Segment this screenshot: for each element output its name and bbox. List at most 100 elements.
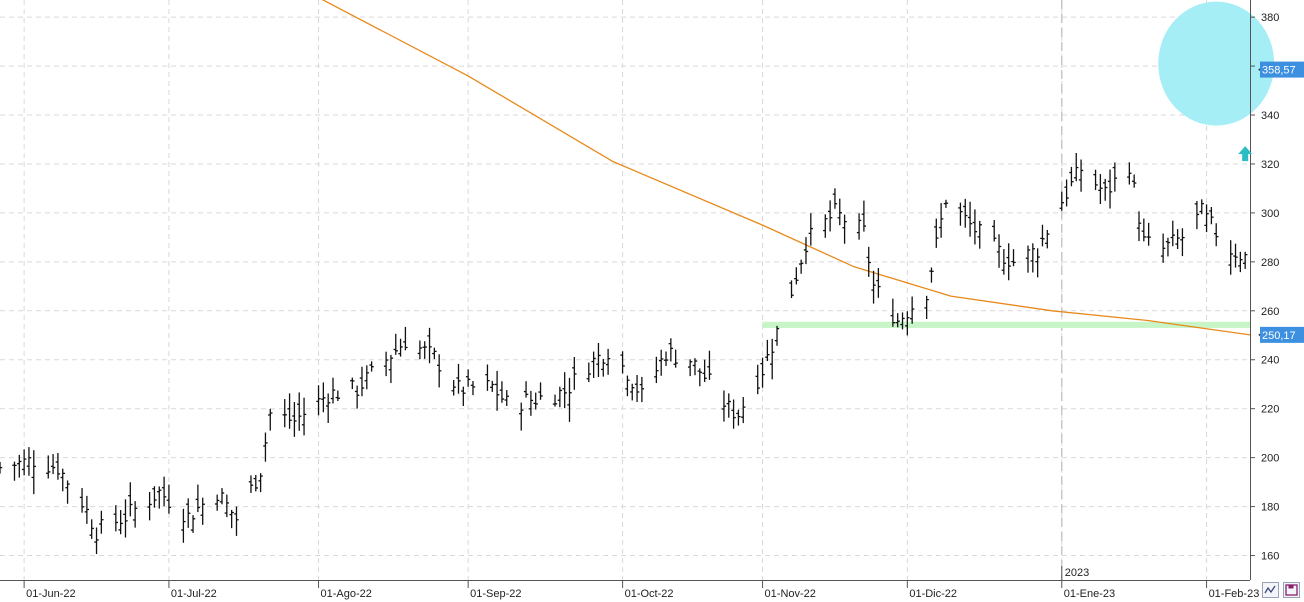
price-bar: [934, 218, 939, 248]
price-bar: [1035, 248, 1040, 278]
price-bar: [958, 202, 963, 226]
price-bar: [147, 491, 152, 521]
price-bar: [866, 246, 871, 277]
marker-layer: [1238, 146, 1253, 162]
price-bar: [113, 505, 119, 532]
price-bar: [325, 393, 331, 423]
price-bar: [1069, 166, 1074, 187]
x-tick-label: 01-Sep-22: [470, 588, 521, 600]
price-bar: [1170, 220, 1175, 247]
price-bar: [1127, 162, 1132, 185]
price-bar: [707, 350, 712, 380]
price-bar: [1030, 243, 1036, 273]
price-bar: [1001, 249, 1007, 275]
price-bar: [161, 476, 167, 507]
price-bar: [731, 399, 736, 429]
price-bar: [253, 474, 258, 492]
price-bar: [55, 453, 61, 480]
price-bar: [1136, 211, 1142, 242]
price-tag-box: [1260, 61, 1304, 78]
price-bar: [0, 461, 3, 474]
price-bar: [403, 326, 408, 351]
price-bar: [268, 408, 273, 431]
price-bar: [586, 362, 592, 383]
price-bar: [1059, 191, 1064, 211]
price-bar: [823, 214, 828, 238]
price-bar: [1107, 169, 1113, 209]
y-tick-label: 380: [1261, 12, 1279, 24]
price-bar: [895, 313, 900, 328]
x-tick-label: 01-Oct-22: [625, 588, 674, 600]
price-bar: [1141, 218, 1147, 242]
price-bar: [687, 359, 693, 377]
price-bar: [808, 213, 814, 246]
price-bar: [905, 311, 910, 336]
price-bar: [552, 394, 558, 407]
price-tag-label: 250,17: [1262, 330, 1296, 342]
floppy-disk-icon[interactable]: [1283, 582, 1300, 598]
price-bar: [128, 482, 133, 517]
price-bar: [977, 220, 982, 249]
price-bar: [1194, 200, 1200, 230]
y-tick-label: 320: [1261, 159, 1279, 171]
price-bar: [639, 376, 645, 403]
arrow-up-icon: [1238, 146, 1253, 162]
price-tags-layer: 358,57 250,17: [1258, 61, 1304, 343]
price-tag-box: [1260, 326, 1304, 343]
x-tick-label: 01-Nov-22: [765, 588, 816, 600]
price-bar: [26, 447, 32, 476]
price-bar: [1103, 178, 1108, 201]
price-bar: [702, 359, 707, 382]
price-bar: [528, 390, 534, 416]
price-bar: [692, 358, 698, 376]
price-bar: [1146, 222, 1151, 246]
price-bar: [321, 382, 326, 413]
price-bar: [287, 393, 292, 429]
price-bar: [94, 527, 99, 555]
price-bar: [938, 203, 944, 238]
price-bar: [963, 198, 968, 228]
price-bar: [562, 372, 567, 409]
price-bar: [736, 409, 741, 426]
y-tick-label: 300: [1261, 208, 1279, 220]
price-bar: [427, 327, 432, 364]
price-bar: [774, 325, 780, 346]
price-bar: [871, 270, 876, 304]
price-bar: [721, 390, 727, 422]
price-bar: [832, 188, 838, 209]
price-bar: [282, 399, 287, 428]
price-bar: [1025, 245, 1031, 273]
price-bar: [432, 347, 437, 360]
price-bar: [494, 370, 500, 411]
price-bar: [99, 510, 104, 534]
support-zone: [762, 321, 1250, 328]
zigzag-icon[interactable]: [1262, 582, 1279, 598]
price-bar: [765, 339, 770, 362]
price-bar: [1160, 233, 1166, 263]
price-bar: [992, 220, 997, 242]
price-bar: [900, 312, 905, 330]
moving-average-layer: [321, 0, 1251, 336]
year-label: 2023: [1065, 567, 1089, 579]
price-bar: [316, 385, 321, 416]
price-bar: [630, 383, 635, 401]
price-bar: [634, 375, 640, 403]
support-zone-layer: [762, 321, 1250, 328]
y-tick-label: 180: [1261, 502, 1279, 514]
price-bar: [861, 200, 867, 232]
price-bar: [12, 461, 17, 481]
price-bar: [837, 198, 842, 226]
price-bar: [654, 356, 659, 383]
price-bar: [1199, 199, 1204, 215]
price-bar: [625, 375, 630, 397]
y-tick-label: 240: [1261, 355, 1279, 367]
y-tick-label: 280: [1261, 257, 1279, 269]
y-tick-label: 260: [1261, 306, 1279, 318]
price-bar: [1045, 229, 1050, 249]
price-bar: [1112, 162, 1118, 192]
price-bar: [234, 506, 239, 536]
price-bar: [856, 213, 862, 240]
price-bar: [354, 385, 360, 409]
price-bar: [451, 379, 456, 396]
price-bar: [1093, 169, 1098, 191]
